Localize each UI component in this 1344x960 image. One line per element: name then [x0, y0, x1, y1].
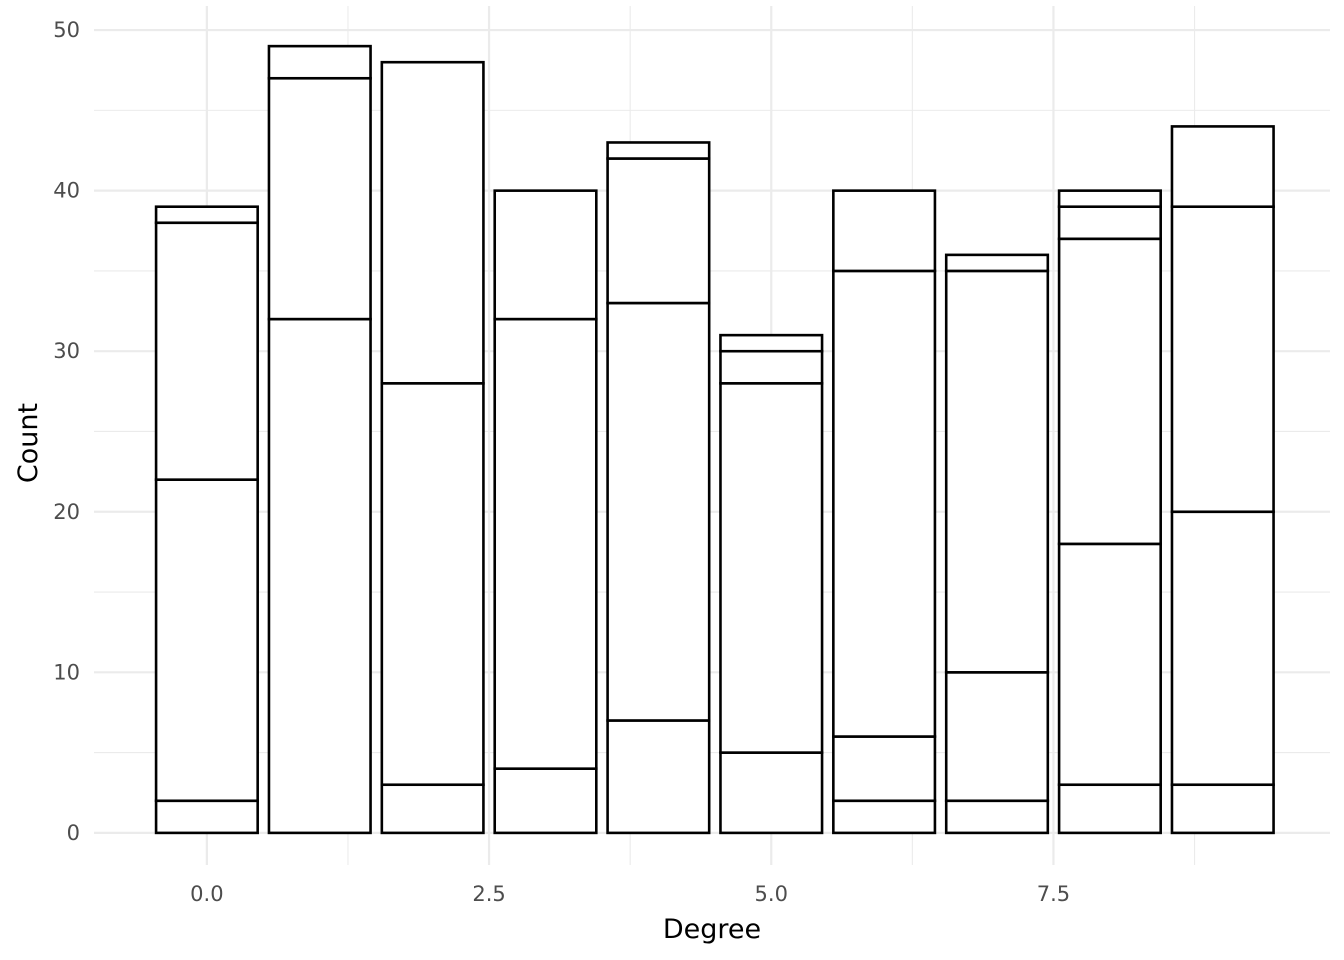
bar-7 [944, 253, 1050, 835]
bar-segment [832, 735, 937, 803]
x-tick-label: 2.5 [472, 882, 505, 906]
y-tick-label: 20 [53, 500, 80, 524]
bar-segment [606, 301, 711, 722]
x-axis-ticks: 0.0 2.5 5.0 7.5 [190, 882, 1070, 906]
x-tick-label: 0.0 [190, 882, 223, 906]
bar-segment [1170, 125, 1275, 209]
y-axis-ticks: 0 10 20 30 40 50 [53, 18, 80, 845]
bar-segment [832, 189, 937, 273]
bar-segment [1170, 205, 1275, 514]
bar-5 [719, 333, 824, 835]
bar-segment [719, 333, 824, 353]
bar-segment [1057, 542, 1162, 787]
bar-9 [1170, 125, 1275, 835]
bar-segment [832, 799, 937, 835]
bar-segment [832, 269, 937, 738]
bar-segment [380, 382, 485, 787]
bar-6 [832, 189, 937, 835]
bar-segment [1057, 237, 1162, 546]
bar-segment [719, 382, 824, 754]
bar-segment [493, 767, 598, 835]
bars [154, 44, 1275, 835]
bar-segment [606, 157, 711, 305]
bar-2 [380, 60, 485, 835]
bar-segment [267, 317, 372, 835]
bar-8 [1057, 189, 1162, 835]
y-tick-label: 30 [53, 339, 80, 363]
y-tick-label: 10 [53, 660, 80, 684]
bar-segment [493, 317, 598, 770]
y-tick-label: 0 [67, 821, 80, 845]
bar-segment [606, 141, 711, 160]
bar-1 [267, 44, 372, 835]
x-tick-label: 7.5 [1037, 882, 1070, 906]
bar-segment [154, 205, 259, 225]
x-axis-title: Degree [663, 914, 761, 945]
bar-segment [719, 751, 824, 835]
bar-segment [944, 799, 1050, 835]
bar-segment [380, 60, 485, 385]
y-tick-label: 50 [53, 18, 80, 42]
bar-segment [944, 671, 1050, 803]
bar-segment [267, 44, 372, 80]
bar-segment [1057, 783, 1162, 835]
bar-segment [380, 783, 485, 835]
y-tick-label: 40 [53, 179, 80, 203]
bar-segment [944, 253, 1050, 273]
bar-4 [606, 141, 711, 835]
bar-0 [154, 205, 259, 835]
bar-segment [1170, 783, 1275, 835]
bar-segment [267, 76, 372, 321]
bar-3 [493, 189, 598, 835]
y-axis-title: Count [13, 403, 44, 483]
bar-segment [493, 189, 598, 321]
bar-segment [944, 269, 1050, 674]
bar-segment [154, 478, 259, 803]
bar-segment [154, 221, 259, 481]
bar-segment [719, 349, 824, 385]
x-tick-label: 5.0 [755, 882, 788, 906]
bar-segment [606, 719, 711, 835]
bar-segment [154, 799, 259, 835]
bar-segment [1170, 510, 1275, 787]
bar-segment [1057, 189, 1162, 209]
bar-segment [1057, 205, 1162, 241]
